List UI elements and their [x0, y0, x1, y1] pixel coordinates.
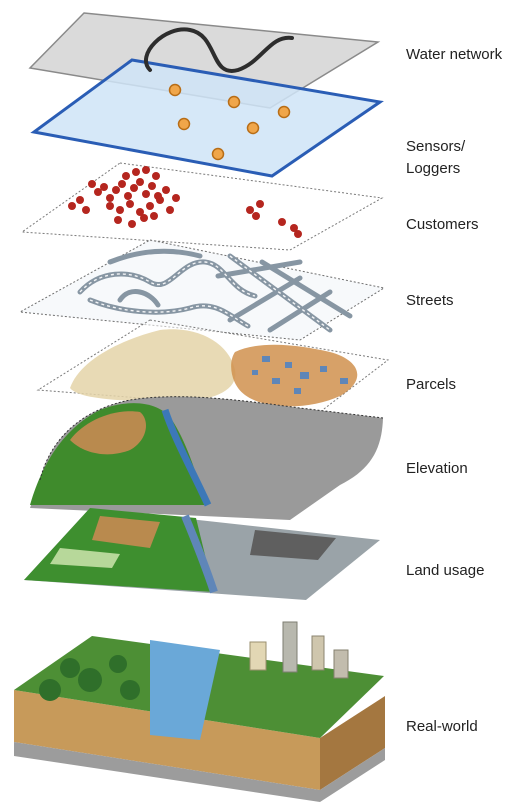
customer-point: [106, 194, 114, 202]
layer-label-streets: Streets: [406, 292, 454, 309]
customer-point: [106, 202, 114, 210]
sensor-point: [177, 117, 191, 131]
sensor-point: [227, 95, 241, 109]
customer-point: [122, 172, 130, 180]
customer-point: [256, 200, 264, 208]
water-pipe-line: [144, 27, 294, 73]
customer-points: [68, 166, 302, 238]
sensor-point: [277, 105, 291, 119]
customer-point: [162, 186, 170, 194]
layer-label-land-usage: Land usage: [406, 562, 485, 579]
real-world-trees: [39, 655, 140, 701]
customer-point: [100, 183, 108, 191]
layer-label-sensors-line-2: Loggers: [406, 160, 461, 177]
parcel-area-sand: [70, 329, 236, 403]
customer-point: [76, 196, 84, 204]
customer-point: [124, 192, 132, 200]
real-world-block: [14, 621, 385, 802]
customer-point: [140, 214, 148, 222]
customer-point: [166, 206, 174, 214]
land-usage-layer: [24, 508, 380, 600]
customer-point: [68, 202, 76, 210]
customer-point: [146, 202, 154, 210]
customer-point: [130, 184, 138, 192]
real-world-buildings: [249, 621, 349, 679]
customer-point: [136, 208, 144, 216]
elevation-layer: [30, 396, 384, 520]
sensor-point: [246, 121, 260, 135]
customer-point: [136, 178, 144, 186]
layer-label-water-network: Water network: [406, 46, 503, 63]
customer-point: [118, 180, 126, 188]
sensor-point: [211, 147, 225, 161]
customer-point: [126, 200, 134, 208]
customer-point: [132, 168, 140, 176]
layer-label-sensors-line-1: Sensors/: [406, 138, 466, 155]
elevation-peak: [70, 411, 146, 455]
layer-label-elevation: Elevation: [406, 460, 468, 477]
layer-label-customers: Customers: [406, 216, 479, 233]
elevation-river: [161, 408, 212, 507]
customer-point: [128, 220, 136, 228]
customer-point: [278, 218, 286, 226]
customer-point: [252, 212, 260, 220]
customer-point: [172, 194, 180, 202]
sensors-layer: [30, 58, 384, 178]
customer-point: [112, 186, 120, 194]
parcel-buildings: [252, 356, 348, 394]
parcels-layer: [36, 319, 390, 413]
customer-point: [142, 166, 150, 174]
customer-point: [152, 172, 160, 180]
customer-point: [148, 182, 156, 190]
customer-point: [88, 180, 96, 188]
customer-point: [116, 206, 124, 214]
customer-point: [290, 224, 298, 232]
sensor-point: [168, 83, 182, 97]
customer-point: [294, 230, 302, 238]
streets-layer: [18, 239, 386, 341]
customer-point: [156, 196, 164, 204]
layer-label-sensors: Sensors/ Loggers: [406, 136, 465, 180]
real-world-river: [150, 640, 220, 740]
customer-point: [94, 188, 102, 196]
customer-point: [150, 212, 158, 220]
customers-layer: [20, 162, 384, 251]
customer-point: [82, 206, 90, 214]
customer-point: [114, 216, 122, 224]
layer-label-parcels: Parcels: [406, 376, 457, 393]
sensor-points: [168, 83, 291, 161]
customer-point: [142, 190, 150, 198]
elevation-green: [30, 403, 205, 505]
layer-label-real-world: Real-world: [406, 718, 478, 735]
customer-point: [246, 206, 254, 214]
